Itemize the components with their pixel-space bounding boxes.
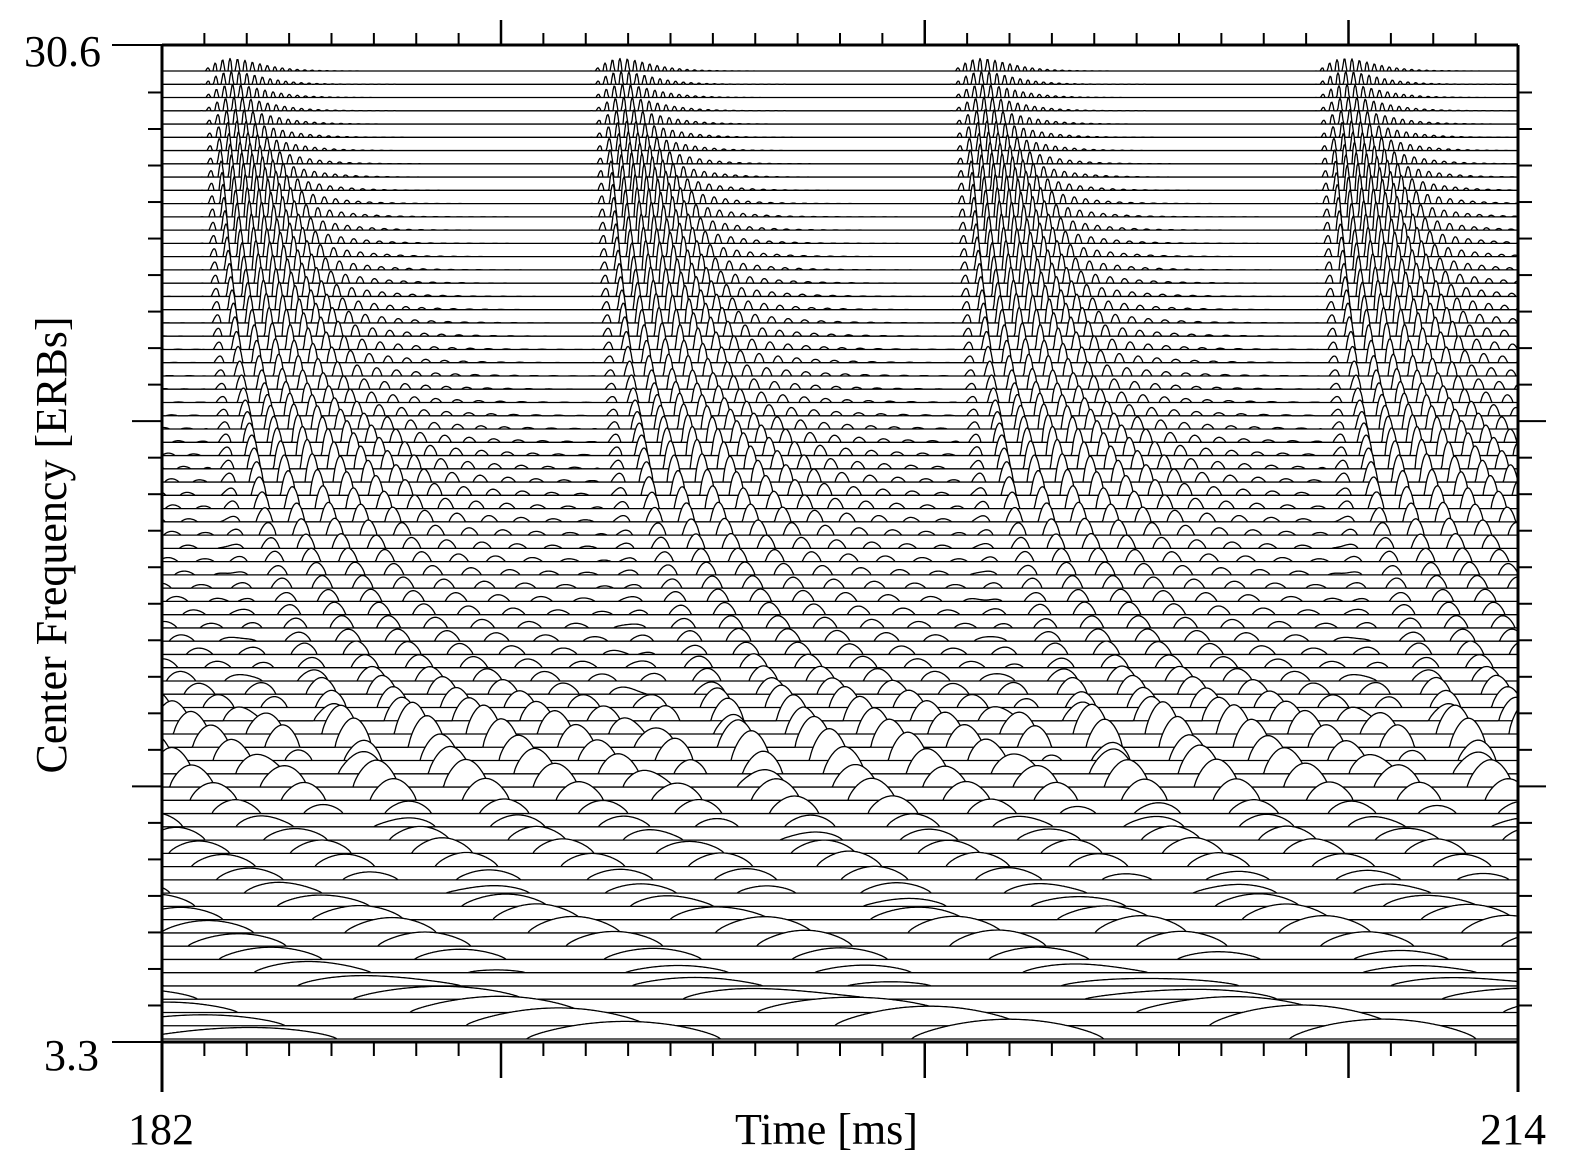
channel-trace (161, 151, 1519, 178)
channel-trace (161, 199, 1519, 231)
channel-trace (161, 108, 1519, 125)
channel-trace (161, 850, 1519, 868)
channel-trace (161, 825, 1519, 841)
channel-trace (161, 561, 1519, 576)
channel-trace (161, 893, 1519, 908)
channel-trace (161, 266, 1519, 298)
channel-trace (161, 812, 1519, 828)
channel-trace (161, 96, 1519, 112)
channel-trace (161, 946, 1519, 961)
channel-trace (161, 601, 1519, 616)
x-min-label: 182 (128, 1105, 194, 1154)
y-min-label: 3.3 (44, 1031, 99, 1080)
y-max-label: 30.6 (24, 27, 101, 76)
channel-trace (161, 795, 1519, 815)
channel-trace (161, 929, 1519, 947)
channel-trace (161, 292, 1519, 324)
channel-trace (161, 1018, 1519, 1040)
channel-trace (161, 322, 1519, 351)
channel-trace (161, 694, 1519, 722)
channel-trace (161, 574, 1519, 589)
channel-trace (161, 367, 1519, 390)
channel-trace (161, 306, 1519, 337)
channel-trace (161, 353, 1519, 377)
channel-trace (161, 588, 1519, 603)
channel-trace (161, 70, 1519, 85)
channel-trace (161, 960, 1519, 974)
channel-traces (161, 57, 1519, 1040)
channel-trace (161, 213, 1519, 245)
channel-trace (161, 186, 1519, 218)
channel-trace (161, 517, 1519, 536)
channel-trace (161, 83, 1519, 99)
axes (112, 20, 1546, 1092)
channel-trace (161, 547, 1519, 563)
channel-trace (161, 173, 1519, 205)
channel-trace (161, 438, 1519, 470)
channel-trace (161, 653, 1519, 669)
x-axis-title: Time [ms] (735, 1105, 918, 1154)
channel-trace (161, 141, 1519, 165)
channel-trace (161, 615, 1519, 629)
channel-trace (161, 903, 1519, 921)
channel-trace (161, 131, 1519, 152)
channel-trace (161, 974, 1519, 987)
y-axis-title: Center Frequency [ERBs] (27, 316, 76, 774)
channel-trace (161, 881, 1519, 894)
channel-trace (161, 57, 1519, 72)
channel-trace (161, 403, 1519, 430)
channel-trace (161, 865, 1519, 881)
channel-trace (161, 453, 1519, 483)
channel-trace (161, 532, 1519, 550)
channel-trace (161, 501, 1519, 523)
channel-trace (161, 1004, 1519, 1027)
channel-trace (161, 777, 1519, 801)
channel-trace (161, 836, 1519, 855)
channel-trace (161, 253, 1519, 284)
channel-trace (161, 239, 1519, 271)
channel-trace (161, 485, 1519, 510)
channel-trace (161, 640, 1519, 656)
channel-trace (161, 674, 1519, 695)
channel-trace (161, 120, 1519, 138)
x-max-label: 214 (1480, 1105, 1546, 1154)
channel-trace (161, 914, 1519, 934)
channel-trace (161, 995, 1519, 1014)
channel-trace (161, 627, 1519, 642)
channel-trace (161, 392, 1519, 417)
